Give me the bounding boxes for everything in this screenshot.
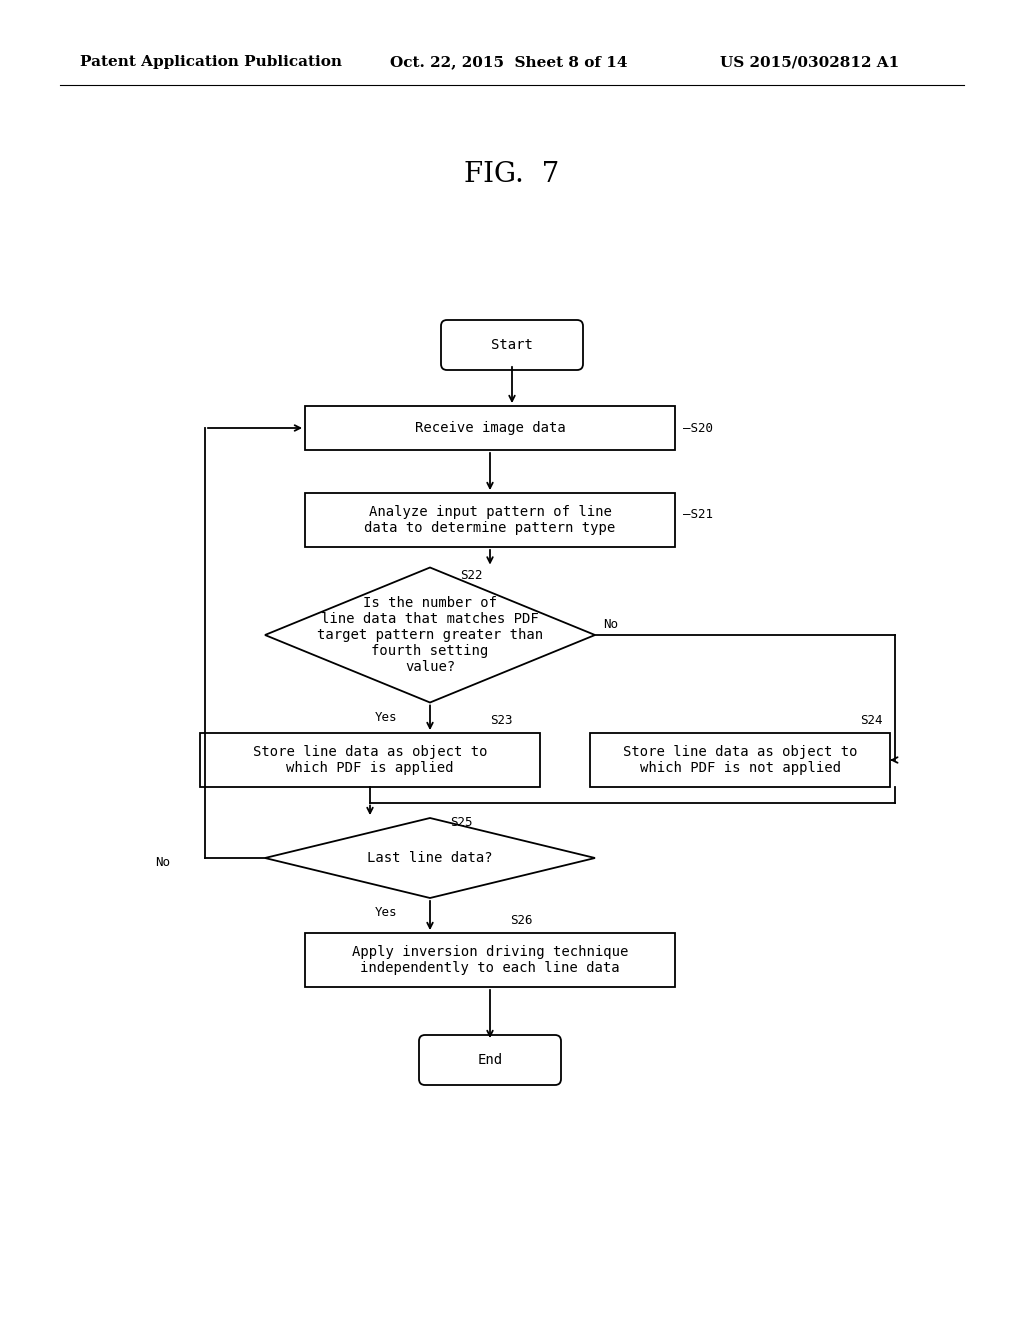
Bar [305,933,675,987]
Text: Oct. 22, 2015  Sheet 8 of 14: Oct. 22, 2015 Sheet 8 of 14 [390,55,628,69]
Text: S24: S24 [860,714,883,727]
Polygon shape [265,568,595,702]
Bar [200,733,540,787]
Text: —S20: —S20 [683,421,713,434]
Text: S22: S22 [460,569,482,582]
Text: Last line data?: Last line data? [368,851,493,865]
Text: No: No [603,619,618,631]
Text: Store line data as object to
which PDF is not applied: Store line data as object to which PDF i… [623,744,857,775]
Text: S25: S25 [450,817,472,829]
Bar [305,492,675,546]
Text: S26: S26 [510,915,532,928]
FancyBboxPatch shape [441,319,583,370]
Bar [305,407,675,450]
Text: FIG.  7: FIG. 7 [464,161,560,189]
Text: Receive image data: Receive image data [415,421,565,436]
Text: Apply inversion driving technique
independently to each line data: Apply inversion driving technique indepe… [352,945,628,975]
Text: No: No [155,857,170,870]
Text: End: End [477,1053,503,1067]
Text: US 2015/0302812 A1: US 2015/0302812 A1 [720,55,899,69]
Text: Is the number of
line data that matches PDF
target pattern greater than
fourth s: Is the number of line data that matches … [317,595,543,675]
Text: Start: Start [492,338,532,352]
FancyBboxPatch shape [419,1035,561,1085]
Text: Yes: Yes [375,907,397,920]
Polygon shape [265,818,595,898]
Text: Store line data as object to
which PDF is applied: Store line data as object to which PDF i… [253,744,487,775]
Text: Yes: Yes [375,711,397,723]
Text: —S21: —S21 [683,508,713,521]
Text: Analyze input pattern of line
data to determine pattern type: Analyze input pattern of line data to de… [365,504,615,535]
Text: S23: S23 [490,714,512,727]
Text: Patent Application Publication: Patent Application Publication [80,55,342,69]
Bar [590,733,890,787]
